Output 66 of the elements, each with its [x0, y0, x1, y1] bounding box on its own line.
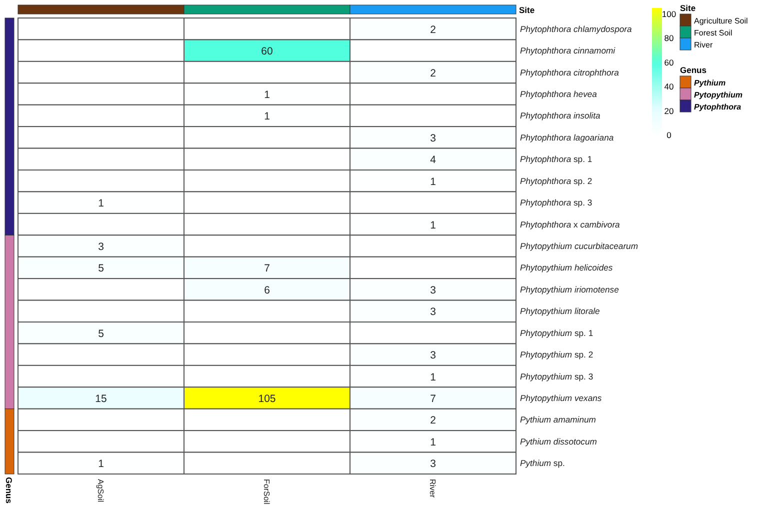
data-label: 1	[98, 458, 104, 470]
y-tick-label: Pythium amaminum	[520, 414, 596, 425]
x-tick-label: AgSoil	[96, 479, 105, 502]
y-tick-label: Phytopythium sp. 1	[520, 328, 594, 338]
data-label: 15	[95, 393, 107, 405]
y-tick-label: Phytophthora x cambivora	[520, 219, 620, 230]
data-label: 3	[430, 306, 436, 318]
color-bar-label: 60	[664, 57, 674, 68]
y-tick-label: Phytophthora citrophthora	[520, 67, 620, 78]
data-label: 4	[430, 154, 436, 166]
legend-title: Site	[680, 3, 696, 13]
data-label: 2	[430, 414, 436, 427]
data-label: 3	[98, 241, 104, 253]
y-tick-label: Phytopythium sp. 3	[520, 371, 594, 382]
data-label: 60	[261, 46, 273, 58]
data-label: 1	[430, 371, 436, 384]
y-tick-label: Phytophthora sp. 1	[520, 154, 592, 164]
data-label: 7	[264, 262, 270, 275]
data-label: 5	[98, 262, 104, 275]
y-tick-label: Phytopythium helicoides	[520, 262, 614, 273]
y-tick-label: Phytophthora chlamydospora	[520, 24, 632, 34]
legend-label: Pythium	[694, 78, 726, 88]
y-tick-label: Phytopythium litorale	[520, 306, 600, 316]
y-axis-title: Genus	[4, 477, 14, 504]
y-tick-label: Pythium sp.	[520, 458, 565, 468]
y-tick-label: Phytophthora lagoariana	[520, 132, 614, 142]
legend-label: Agriculture Soil	[694, 16, 748, 26]
y-tick-label: Phytophthora sp. 2	[520, 176, 592, 186]
legend-label: Pytopythium	[694, 90, 742, 100]
data-label: 1	[430, 436, 436, 448]
legend-label: River	[694, 40, 714, 50]
data-label: 1	[264, 89, 270, 101]
legend-label: Pytophthora	[694, 102, 742, 112]
y-tick-label: Pythium dissotocum	[520, 436, 597, 446]
x-tick-label: River	[428, 479, 437, 498]
data-label: 5	[98, 328, 104, 340]
color-bar-label: 80	[664, 33, 674, 44]
color-bar-label: 40	[664, 82, 674, 92]
color-bar-label: 20	[664, 106, 674, 116]
data-label: 2	[430, 24, 436, 36]
data-label: 3	[430, 284, 436, 296]
data-label: 7	[430, 393, 436, 405]
data-label: 1	[430, 219, 436, 232]
data-label: 3	[430, 458, 436, 470]
legend-title: Genus	[680, 65, 707, 75]
legend-label: Forest Soil	[694, 28, 732, 38]
y-tick-label: Phytopythium cucurbitacearum	[520, 241, 638, 251]
data-label: 1	[430, 176, 436, 188]
color-bar-label: 0	[666, 130, 672, 140]
y-tick-label: Phytopythium vexans	[520, 393, 602, 403]
y-tick-label: Phytophthora insolita	[520, 110, 600, 121]
y-tick-label: Phytopythium iriomotense	[520, 284, 620, 294]
y-tick-label: Phytophthora cinnamomi	[520, 46, 616, 56]
y-tick-label: Phytopythium sp. 2	[520, 350, 594, 360]
data-label: 105	[258, 393, 276, 405]
data-label: 1	[98, 198, 104, 210]
data-label: 6	[264, 284, 270, 296]
x-tick-label: ForSoil	[262, 479, 271, 505]
y-axis-title: Site	[519, 5, 535, 15]
data-label: 2	[430, 67, 436, 80]
data-label: 3	[430, 350, 436, 362]
y-tick-label: Phytophthora sp. 3	[520, 198, 592, 208]
color-bar-label: 100	[662, 9, 676, 20]
y-tick-label: Phytophthora hevea	[520, 89, 598, 99]
data-label: 1	[264, 110, 270, 123]
data-label: 3	[430, 132, 436, 144]
